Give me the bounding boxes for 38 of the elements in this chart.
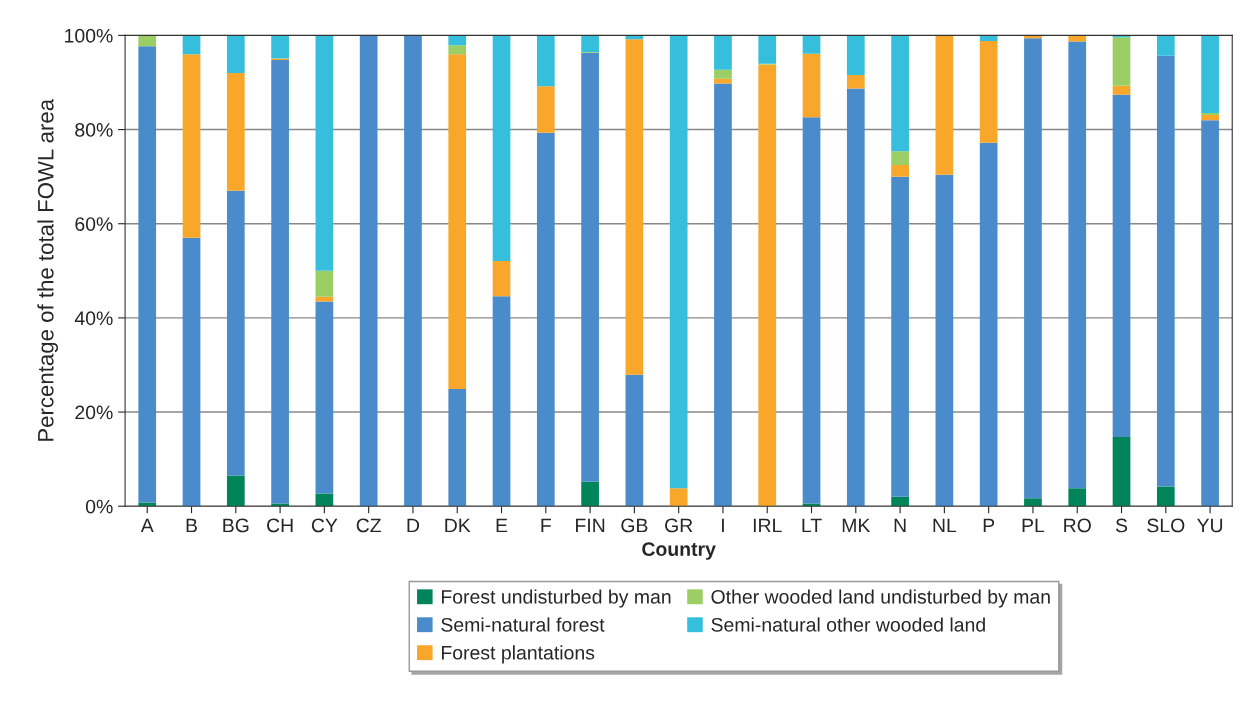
- y-tick-label: 60%: [75, 217, 113, 231]
- x-tick-label: MK: [842, 518, 871, 533]
- x-tick-label: LT: [802, 518, 822, 533]
- x-tick-label: S: [1115, 518, 1128, 533]
- x-tick-label: NL: [933, 518, 957, 533]
- x-tick-label: F: [541, 518, 551, 533]
- x-tick-label: I: [722, 518, 724, 533]
- x-tick-label: YU: [1197, 518, 1223, 533]
- x-tick-label: E: [496, 518, 508, 533]
- x-tick-label: DK: [445, 518, 471, 533]
- x-tick-label: D: [407, 518, 420, 533]
- x-tick-label: GB: [621, 518, 648, 533]
- x-tick-label: A: [140, 518, 154, 533]
- x-tick-label: N: [894, 518, 906, 533]
- x-tick-label: GR: [665, 518, 693, 533]
- y-tick-label: 80%: [75, 123, 113, 137]
- y-tick-label: 0%: [85, 499, 113, 514]
- x-tick-label: IRL: [753, 518, 782, 533]
- legend-label: Forest undisturbed by man: [441, 589, 671, 608]
- y-tick-label: 20%: [75, 405, 113, 420]
- legend-label: Semi-natural forest: [441, 617, 605, 632]
- x-tick-label: B: [186, 518, 197, 533]
- y-axis-title: Percentage of the total FOWL area: [37, 98, 59, 441]
- x-axis-title: Country: [642, 542, 716, 560]
- legend-label: Other wooded land undisturbed by man: [711, 589, 1050, 608]
- y-tick-label: 100%: [65, 28, 113, 43]
- x-tick-label: BG: [223, 518, 249, 533]
- x-tick-label: PL: [1022, 518, 1045, 533]
- x-tick-label: CZ: [356, 518, 382, 533]
- legend-label: Semi-natural other wooded land: [711, 617, 985, 632]
- x-tick-label: SLO: [1147, 518, 1185, 533]
- legend-label: Forest plantations: [441, 645, 595, 664]
- y-tick-label: 40%: [74, 311, 113, 326]
- x-tick-label: CY: [311, 518, 338, 533]
- x-tick-label: RO: [1064, 518, 1091, 533]
- x-tick-label: FIN: [576, 518, 605, 533]
- x-tick-label: P: [983, 518, 995, 533]
- x-tick-label: CH: [267, 518, 293, 533]
